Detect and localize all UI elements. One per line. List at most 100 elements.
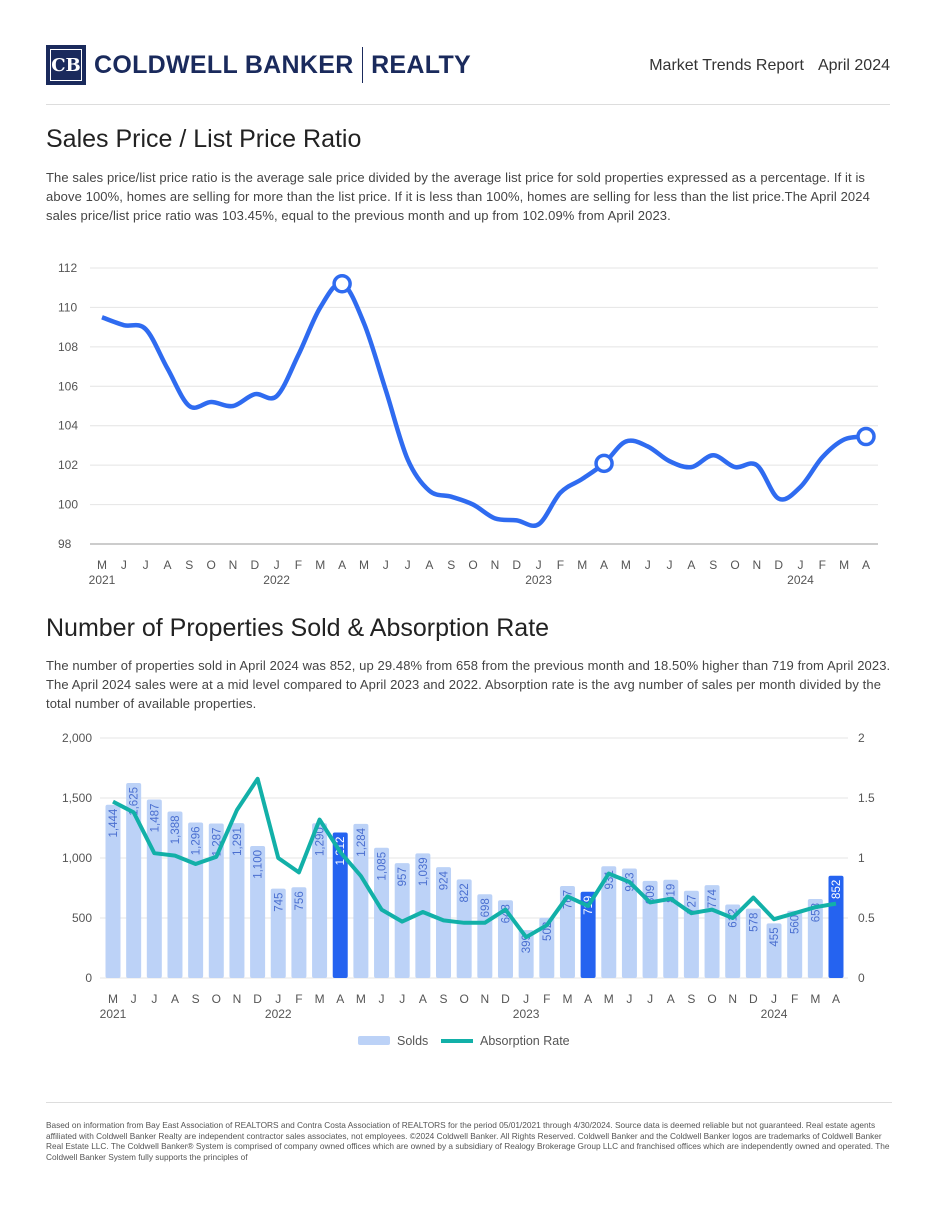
year-label: 2021: [89, 573, 116, 587]
bar-value-label: 957: [397, 867, 409, 886]
bar-value-label: 756: [294, 891, 306, 910]
x-tick-label: J: [274, 558, 280, 572]
sold-absorption-chart: 0 0 500 0.5 1,000 1 1,500 1.5 2,000 2 1,444 1,625 1,…: [62, 731, 875, 1048]
solds-bar: [642, 880, 658, 978]
x-tick-label: J: [151, 992, 157, 1006]
x-tick-label: J: [626, 992, 632, 1006]
bar-value-label: 1,085: [377, 852, 389, 881]
x-tick-label: A: [336, 992, 344, 1006]
solds-bar: [725, 904, 741, 978]
x-tick-label: S: [687, 992, 695, 1006]
solds-bar: [415, 853, 431, 978]
year-label: 2023: [525, 573, 552, 587]
solds-bar: [518, 930, 534, 978]
bar-value-label: 1,487: [149, 804, 161, 833]
x-tick-label: M: [356, 992, 366, 1006]
x-tick-label: F: [557, 558, 564, 572]
x-tick-label: F: [295, 558, 302, 572]
bar-value-label: 399: [521, 934, 533, 953]
year-label: 2024: [787, 573, 814, 587]
solds-bar: [126, 783, 142, 978]
y-tick-label: 2,000: [62, 731, 92, 745]
year-label: 2022: [265, 1007, 292, 1021]
solds-bar: [353, 823, 369, 978]
x-tick-label: S: [440, 992, 448, 1006]
x-tick-label: N: [229, 558, 238, 572]
solds-bar: [374, 847, 390, 978]
x-tick-label: A: [163, 558, 171, 572]
y-tick-label: 500: [72, 911, 92, 925]
x-tick-label: S: [185, 558, 193, 572]
y2-tick-label: 0.5: [858, 911, 875, 925]
x-tick-label: J: [523, 992, 529, 1006]
solds-bar: [291, 887, 307, 978]
y-tick-label: 104: [58, 419, 78, 433]
year-label: 2023: [513, 1007, 540, 1021]
x-tick-label: J: [131, 992, 137, 1006]
y-tick-label: 1,500: [62, 791, 92, 805]
solds-bar: [167, 811, 183, 978]
report-title: Market Trends Report: [649, 57, 804, 74]
solds-bar: [807, 899, 823, 978]
x-tick-label: J: [121, 558, 127, 572]
bar-value-label: 1,284: [356, 827, 368, 856]
x-tick-label: J: [798, 558, 804, 572]
bar-value-label: 578: [748, 913, 760, 932]
x-tick-label: N: [491, 558, 500, 572]
year-label: 2022: [263, 573, 290, 587]
section-text-ratio: The sales price/list price ratio is the …: [46, 170, 870, 223]
x-tick-label: N: [233, 992, 242, 1006]
x-tick-label: S: [192, 992, 200, 1006]
x-tick-label: O: [206, 558, 215, 572]
logo-divider: [361, 47, 364, 83]
y-tick-label: 100: [58, 498, 78, 512]
x-tick-label: M: [810, 992, 820, 1006]
legend-solds-swatch: [358, 1036, 390, 1045]
legend-absorption-label: Absorption Rate: [480, 1034, 570, 1048]
x-tick-label: A: [600, 558, 608, 572]
solds-bar: [559, 885, 575, 978]
x-tick-label: M: [315, 558, 325, 572]
x-tick-label: A: [419, 992, 427, 1006]
report-date: April 2024: [817, 57, 890, 74]
solds-bar: [663, 879, 679, 978]
solds-bar: [539, 917, 555, 978]
x-tick-label: M: [315, 992, 325, 1006]
x-tick-label: A: [338, 558, 346, 572]
solds-bar: [456, 879, 472, 978]
x-tick-label: O: [730, 558, 739, 572]
solds-bar: [766, 923, 782, 978]
page-header: CB COLDWELL BANKER REALTY Market Trends …: [46, 45, 890, 105]
x-tick-label: F: [295, 992, 302, 1006]
section-text-sold: The number of properties sold in April 2…: [46, 658, 891, 711]
x-tick-label: O: [707, 992, 716, 1006]
x-tick-label: A: [832, 992, 840, 1006]
y-tick-label: 1,000: [62, 851, 92, 865]
x-tick-label: N: [753, 558, 762, 572]
x-tick-label: F: [819, 558, 826, 572]
highlight-point: [332, 274, 352, 294]
section-title-ratio: Sales Price / List Price Ratio: [46, 125, 362, 153]
x-tick-label: O: [468, 558, 477, 572]
x-tick-label: J: [399, 992, 405, 1006]
bar-value-label: 1,388: [170, 815, 182, 844]
y-tick-label: 108: [58, 340, 78, 354]
solds-bar: [208, 823, 224, 978]
x-tick-label: J: [379, 992, 385, 1006]
x-tick-label: J: [536, 558, 542, 572]
solds-bar: [828, 875, 844, 978]
legend-absorption-swatch: [441, 1039, 473, 1043]
x-tick-label: M: [839, 558, 849, 572]
bar-value-label: 1,291: [232, 827, 244, 856]
cb-monogram-icon: CB: [46, 45, 86, 85]
y-tick-label: 0: [85, 971, 92, 985]
y-tick-label: 112: [58, 261, 77, 275]
x-tick-label: D: [501, 992, 510, 1006]
ratio-series-line: [101, 281, 867, 528]
legend-solds-label: Solds: [397, 1034, 428, 1048]
solds-bar: [312, 823, 328, 978]
x-tick-label: N: [480, 992, 489, 1006]
x-tick-label: M: [108, 992, 118, 1006]
x-tick-label: J: [771, 992, 777, 1006]
